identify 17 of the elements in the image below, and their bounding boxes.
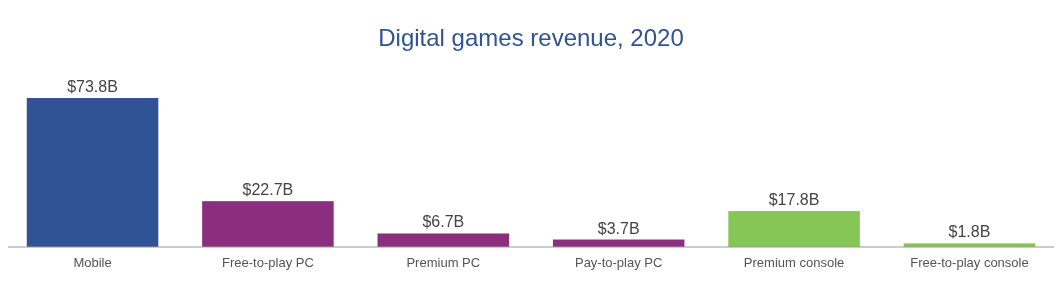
data-label: $73.8B [67,78,118,95]
bar [728,211,860,247]
data-label: $6.7B [422,213,465,231]
x-tick-label: Mobile [73,255,112,270]
chart-title: Digital games revenue, 2020 [378,24,684,51]
bar [202,201,334,247]
data-label: $3.7B [597,219,640,237]
data-label: $22.7B [242,181,294,199]
x-tick-label: Free-to-play PC [222,255,314,270]
data-label: $17.8B [768,191,820,209]
x-tick-label: Free-to-play console [910,255,1029,270]
x-tick-label: Pay-to-play PC [574,255,663,270]
data-label: $1.8B [948,223,991,241]
bar [26,98,159,247]
x-tick-label: Premium console [743,255,845,270]
x-tick-label: Premium PC [406,255,481,270]
bar [377,233,510,247]
